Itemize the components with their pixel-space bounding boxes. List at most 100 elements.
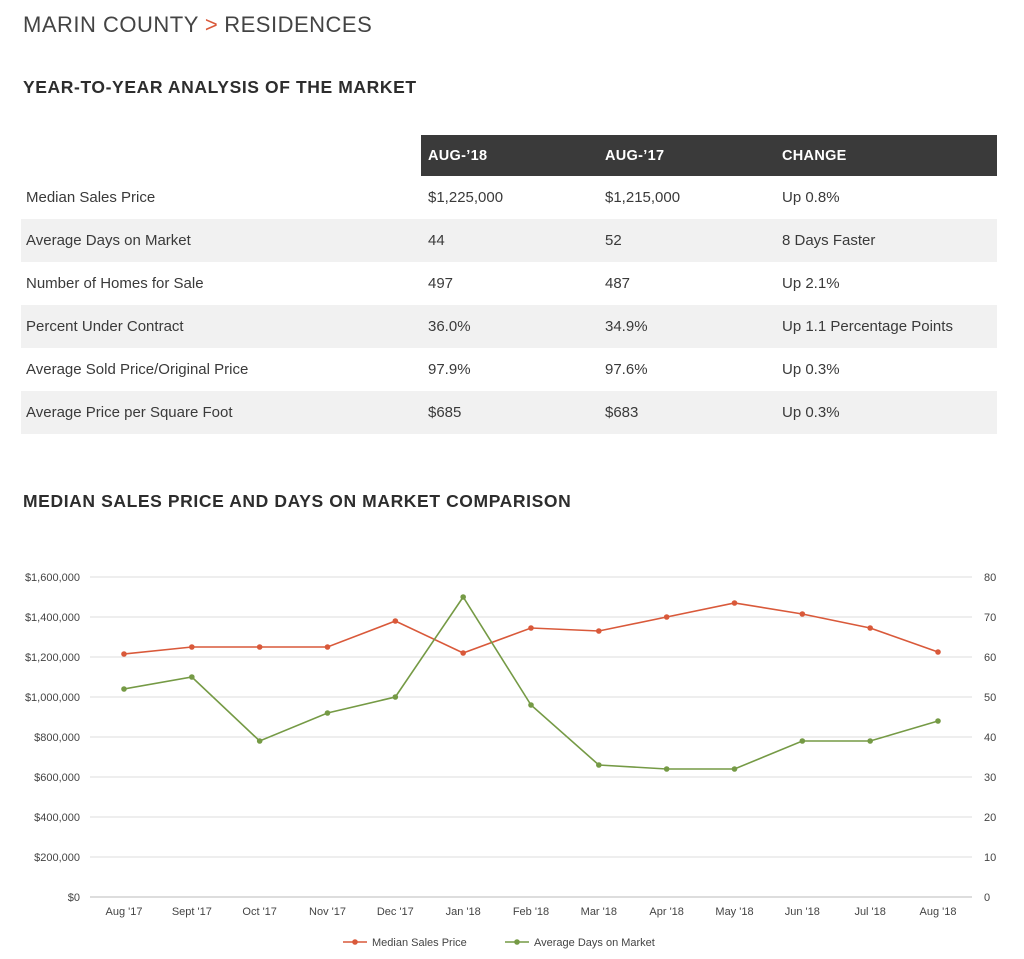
y-right-tick-label: 60	[984, 652, 996, 664]
table-section-title: YEAR-TO-YEAR ANALYSIS OF THE MARKET	[23, 77, 417, 97]
value-aug17: $1,215,000	[605, 189, 681, 206]
data-point	[528, 702, 534, 708]
data-point	[935, 649, 941, 655]
x-tick-label: Jan '18	[446, 906, 481, 918]
data-point	[189, 644, 195, 650]
x-tick-label: Apr '18	[649, 906, 684, 918]
table-row: Median Sales Price $1,225,000 $1,215,000…	[21, 176, 997, 219]
value-aug17: $683	[598, 391, 775, 434]
x-tick-label: Feb '18	[513, 906, 549, 918]
y-left-tick-label: $800,000	[34, 732, 80, 744]
value-change: Up 0.3%	[775, 391, 997, 434]
breadcrumb: MARIN COUNTY > RESIDENCES	[23, 12, 372, 38]
data-point	[121, 686, 127, 692]
data-point	[256, 644, 263, 650]
data-point	[392, 618, 399, 624]
value-aug18: 97.9%	[428, 361, 471, 378]
data-point	[324, 710, 331, 716]
value-aug18: $685	[421, 391, 598, 434]
row-label: Average Price per Square Foot	[21, 391, 421, 434]
data-point	[799, 611, 806, 617]
value-change: Up 0.3%	[782, 361, 840, 378]
row-label: Average Days on Market	[21, 219, 421, 262]
value-change: 8 Days Faster	[775, 219, 997, 262]
y-right-tick-label: 10	[984, 852, 996, 864]
x-tick-label: Jul '18	[854, 906, 885, 918]
data-point	[663, 766, 670, 772]
y-right-tick-label: 70	[984, 612, 996, 624]
data-point	[121, 651, 127, 657]
x-tick-label: Oct '17	[242, 906, 277, 918]
x-tick-label: Sept '17	[172, 906, 212, 918]
header-change: CHANGE	[775, 135, 997, 176]
row-label: Average Sold Price/Original Price	[26, 361, 249, 378]
row-label: Number of Homes for Sale	[26, 275, 204, 292]
data-point	[596, 762, 602, 768]
table-row: Average Price per Square Foot $685 $683 …	[21, 391, 997, 434]
data-point	[324, 644, 331, 650]
data-point	[935, 718, 941, 724]
value-change: Up 0.8%	[782, 189, 840, 206]
data-point	[392, 694, 399, 700]
value-aug17: 34.9%	[598, 305, 775, 348]
x-tick-label: May '18	[715, 906, 753, 918]
value-change: Up 2.1%	[782, 275, 840, 292]
y-right-tick-label: 50	[984, 692, 996, 704]
header-blank-cell	[21, 135, 421, 176]
y-left-tick-label: $1,400,000	[25, 612, 80, 624]
y-left-tick-label: $1,000,000	[25, 692, 80, 704]
data-point	[189, 674, 195, 680]
data-point	[256, 738, 263, 744]
header-aug17: AUG-’17	[598, 135, 775, 176]
value-change: Up 1.1 Percentage Points	[775, 305, 997, 348]
data-point	[867, 625, 873, 631]
price-days-line-chart: $0 0 $200,000 10 $400,000 20 $600,000 30 $800,00…	[25, 572, 996, 949]
y-right-tick-label: 80	[984, 572, 996, 584]
data-point	[460, 594, 466, 600]
table-row: Average Sold Price/Original Price 97.9% …	[21, 348, 997, 391]
legend-marker	[352, 939, 358, 945]
data-point	[663, 614, 670, 620]
value-aug17: 52	[598, 219, 775, 262]
data-point	[731, 600, 738, 606]
row-label: Percent Under Contract	[21, 305, 421, 348]
y-right-tick-label: 0	[984, 892, 990, 904]
x-tick-label: Nov '17	[309, 906, 346, 918]
data-point	[799, 738, 806, 744]
y-left-tick-label: $1,600,000	[25, 572, 80, 584]
y-left-tick-label: $200,000	[34, 852, 80, 864]
data-point	[460, 650, 466, 656]
y-left-tick-label: $600,000	[34, 772, 80, 784]
data-point	[867, 738, 873, 744]
value-aug18: 36.0%	[421, 305, 598, 348]
table-header-row: AUG-’18 AUG-’17 CHANGE	[21, 135, 997, 176]
y-right-tick-label: 30	[984, 772, 996, 784]
value-aug18: 44	[421, 219, 598, 262]
x-tick-label: Mar '18	[581, 906, 617, 918]
value-aug17: 97.6%	[605, 361, 648, 378]
breadcrumb-county: MARIN COUNTY	[23, 12, 199, 37]
y-right-tick-label: 20	[984, 812, 996, 824]
legend-label: Median Sales Price	[372, 937, 467, 949]
x-tick-label: Aug '18	[920, 906, 957, 918]
y-right-tick-label: 40	[984, 732, 996, 744]
x-tick-label: Aug '17	[106, 906, 143, 918]
table-row: Average Days on Market 44 52 8 Days Fast…	[21, 219, 997, 262]
y-left-tick-label: $0	[68, 892, 80, 904]
legend-marker	[514, 939, 520, 945]
breadcrumb-category: RESIDENCES	[224, 12, 373, 37]
table-row: Number of Homes for Sale 497 487 Up 2.1%	[21, 262, 997, 305]
x-tick-label: Jun '18	[785, 906, 820, 918]
x-tick-label: Dec '17	[377, 906, 414, 918]
table-row: Percent Under Contract 36.0% 34.9% Up 1.…	[21, 305, 997, 348]
data-point	[528, 625, 534, 631]
series-line-average-days-on-market	[123, 595, 939, 770]
row-label: Median Sales Price	[26, 189, 156, 206]
data-point	[596, 628, 602, 634]
chart-section-title: MEDIAN SALES PRICE AND DAYS ON MARKET CO…	[23, 491, 572, 511]
value-aug18: $1,225,000	[428, 189, 504, 206]
data-point	[731, 766, 738, 772]
header-aug18: AUG-’18	[421, 135, 598, 176]
value-aug17: 487	[605, 275, 631, 292]
breadcrumb-separator: >	[204, 12, 219, 37]
